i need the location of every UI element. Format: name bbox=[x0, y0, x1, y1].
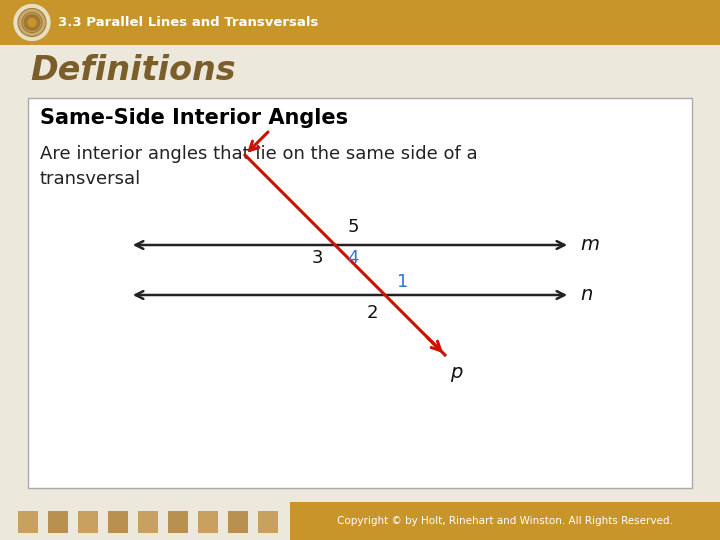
Bar bbox=[138, 511, 158, 533]
Text: 1: 1 bbox=[397, 273, 409, 291]
Bar bbox=[198, 511, 218, 533]
Text: p: p bbox=[450, 363, 462, 382]
Bar bbox=[0, 0, 720, 45]
Bar bbox=[48, 511, 68, 533]
Text: n: n bbox=[580, 286, 593, 305]
Circle shape bbox=[24, 15, 40, 30]
Bar bbox=[258, 511, 278, 533]
Circle shape bbox=[19, 10, 45, 36]
Text: m: m bbox=[580, 235, 599, 254]
Bar bbox=[228, 511, 248, 533]
Circle shape bbox=[28, 18, 36, 26]
Text: Are interior angles that lie on the same side of a: Are interior angles that lie on the same… bbox=[40, 145, 477, 163]
Bar bbox=[108, 511, 128, 533]
Bar bbox=[290, 502, 720, 540]
Text: 4: 4 bbox=[347, 249, 359, 267]
Bar bbox=[78, 511, 98, 533]
Text: Same-Side Interior Angles: Same-Side Interior Angles bbox=[40, 108, 348, 128]
Text: 2: 2 bbox=[366, 304, 378, 322]
Text: Definitions: Definitions bbox=[30, 53, 235, 86]
Bar bbox=[28, 98, 692, 488]
Bar bbox=[18, 511, 38, 533]
Text: 3.3 Parallel Lines and Transversals: 3.3 Parallel Lines and Transversals bbox=[58, 16, 318, 29]
Text: 3: 3 bbox=[311, 249, 323, 267]
Text: transversal: transversal bbox=[40, 170, 141, 188]
Text: Copyright © by Holt, Rinehart and Winston. All Rights Reserved.: Copyright © by Holt, Rinehart and Winsto… bbox=[337, 516, 673, 526]
Text: 5: 5 bbox=[347, 218, 359, 236]
Circle shape bbox=[14, 4, 50, 40]
Bar bbox=[168, 511, 188, 533]
